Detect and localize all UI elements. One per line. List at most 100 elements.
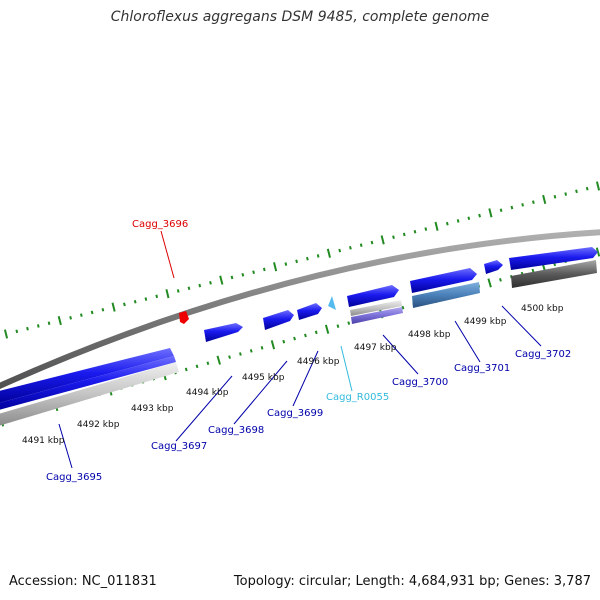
gene-cagg-r0055[interactable] — [328, 296, 336, 310]
minor-tick — [585, 186, 589, 191]
scale-label-4493: 4493 kbp — [131, 404, 174, 414]
scale-label-4496: 4496 kbp — [297, 357, 340, 367]
major-tick — [380, 235, 385, 245]
minor-tick — [90, 310, 94, 315]
minor-tick — [531, 268, 535, 273]
major-tick — [3, 329, 9, 339]
minor-tick — [69, 316, 72, 320]
accession-text: Accession: NC_011831 — [9, 574, 157, 589]
gene-cagg-3698[interactable] — [263, 310, 294, 330]
minor-tick — [293, 336, 296, 341]
minor-tick — [401, 305, 405, 310]
backbone-axis — [0, 229, 600, 390]
gene-label-cagg-r0055[interactable]: Cagg_R0055 — [326, 392, 389, 403]
minor-tick — [252, 270, 255, 274]
minor-tick — [359, 243, 363, 248]
minor-tick — [413, 229, 417, 234]
gene-cagg-3697[interactable] — [204, 323, 243, 342]
minor-tick — [80, 313, 83, 317]
scale-label-4492: 4492 kbp — [77, 420, 120, 430]
minor-tick — [262, 267, 266, 272]
minor-tick — [336, 324, 340, 328]
major-tick — [488, 208, 493, 218]
gene-label-cagg-3702[interactable]: Cagg_3702 — [515, 349, 571, 360]
minor-tick — [499, 208, 503, 213]
leader-cagg-3700 — [382, 334, 419, 375]
minor-tick — [316, 254, 320, 258]
scale-label-4499: 4499 kbp — [464, 317, 507, 327]
major-tick — [273, 262, 278, 272]
minor-tick — [532, 200, 535, 204]
label-leaders — [58, 230, 542, 469]
major-tick — [326, 248, 331, 258]
minor-tick — [445, 221, 449, 226]
gene-label-cagg-3701[interactable]: Cagg_3701 — [454, 363, 510, 374]
minor-tick — [133, 299, 137, 304]
gene-label-cagg-3699[interactable]: Cagg_3699 — [267, 408, 323, 419]
major-tick — [57, 315, 62, 326]
minor-tick — [370, 240, 374, 245]
minor-tick — [209, 281, 212, 285]
gene-cagg-3700[interactable] — [347, 285, 399, 307]
scale-label-4500: 4500 kbp — [521, 304, 564, 314]
minor-tick — [347, 321, 351, 325]
leader-cagg-3696 — [160, 230, 175, 279]
gene-label-cagg-3697[interactable]: Cagg_3697 — [151, 441, 207, 452]
gene-cagg-3702-a[interactable] — [484, 260, 503, 274]
minor-tick — [521, 203, 524, 207]
minor-tick — [424, 227, 428, 231]
major-tick — [165, 289, 170, 299]
gene-cagg-3695[interactable] — [0, 348, 174, 404]
gene-cagg-3701[interactable] — [410, 268, 477, 293]
gene-cagg-3696[interactable] — [179, 311, 189, 324]
minor-tick — [123, 302, 126, 307]
gene-labels: Cagg_3695 Cagg_3696 Cagg_3697 Cagg_3698 … — [46, 219, 571, 483]
minor-tick — [564, 192, 568, 196]
minor-tick — [230, 275, 234, 280]
minor-tick — [187, 286, 191, 291]
minor-tick — [101, 307, 105, 312]
minor-tick — [284, 262, 288, 266]
gene-label-cagg-3696[interactable]: Cagg_3696 — [132, 219, 188, 230]
minor-tick — [195, 364, 199, 369]
minor-tick — [478, 213, 481, 218]
minor-tick — [47, 321, 51, 326]
gene-cagg-3695-band[interactable] — [0, 356, 176, 411]
scale-label-4495: 4495 kbp — [242, 373, 285, 383]
feature-band-3700-gray — [350, 300, 402, 316]
minor-tick — [206, 361, 210, 366]
minor-tick — [304, 333, 307, 338]
topology-text: Topology: circular; Length: 4,684,931 bp… — [233, 574, 591, 589]
minor-tick — [198, 283, 202, 288]
minor-tick — [295, 259, 298, 264]
minor-tick — [155, 294, 159, 299]
genes-forward-strand — [0, 247, 598, 411]
minor-tick — [575, 189, 578, 194]
leader-cagg-3699 — [292, 350, 319, 407]
minor-tick — [314, 330, 318, 335]
minor-tick — [392, 235, 395, 239]
minor-tick — [26, 326, 29, 331]
minor-tick — [260, 346, 264, 350]
minor-tick — [467, 216, 471, 221]
minor-tick — [349, 246, 352, 250]
leader-cagg-3698 — [233, 360, 288, 425]
major-tick — [542, 194, 547, 205]
gene-label-cagg-3695[interactable]: Cagg_3695 — [46, 472, 102, 483]
minor-tick — [499, 278, 502, 282]
gene-cagg-3699[interactable] — [297, 303, 322, 320]
gene-cagg-3702[interactable] — [509, 247, 598, 270]
feature-band-3700-purple — [351, 307, 403, 324]
minor-tick — [456, 219, 460, 223]
scale-labels: 4491 kbp 4492 kbp 4493 kbp 4494 kbp 4495… — [22, 304, 564, 446]
gene-label-cagg-3698[interactable]: Cagg_3698 — [208, 425, 264, 436]
scale-label-4494: 4494 kbp — [186, 388, 229, 398]
gene-label-cagg-3700[interactable]: Cagg_3700 — [392, 377, 448, 388]
minor-tick — [228, 355, 231, 359]
leader-cagg-r0055 — [340, 345, 353, 392]
feature-band-3701 — [412, 282, 480, 308]
minor-tick — [306, 256, 309, 261]
minor-tick — [402, 232, 406, 237]
minor-tick — [510, 205, 514, 210]
